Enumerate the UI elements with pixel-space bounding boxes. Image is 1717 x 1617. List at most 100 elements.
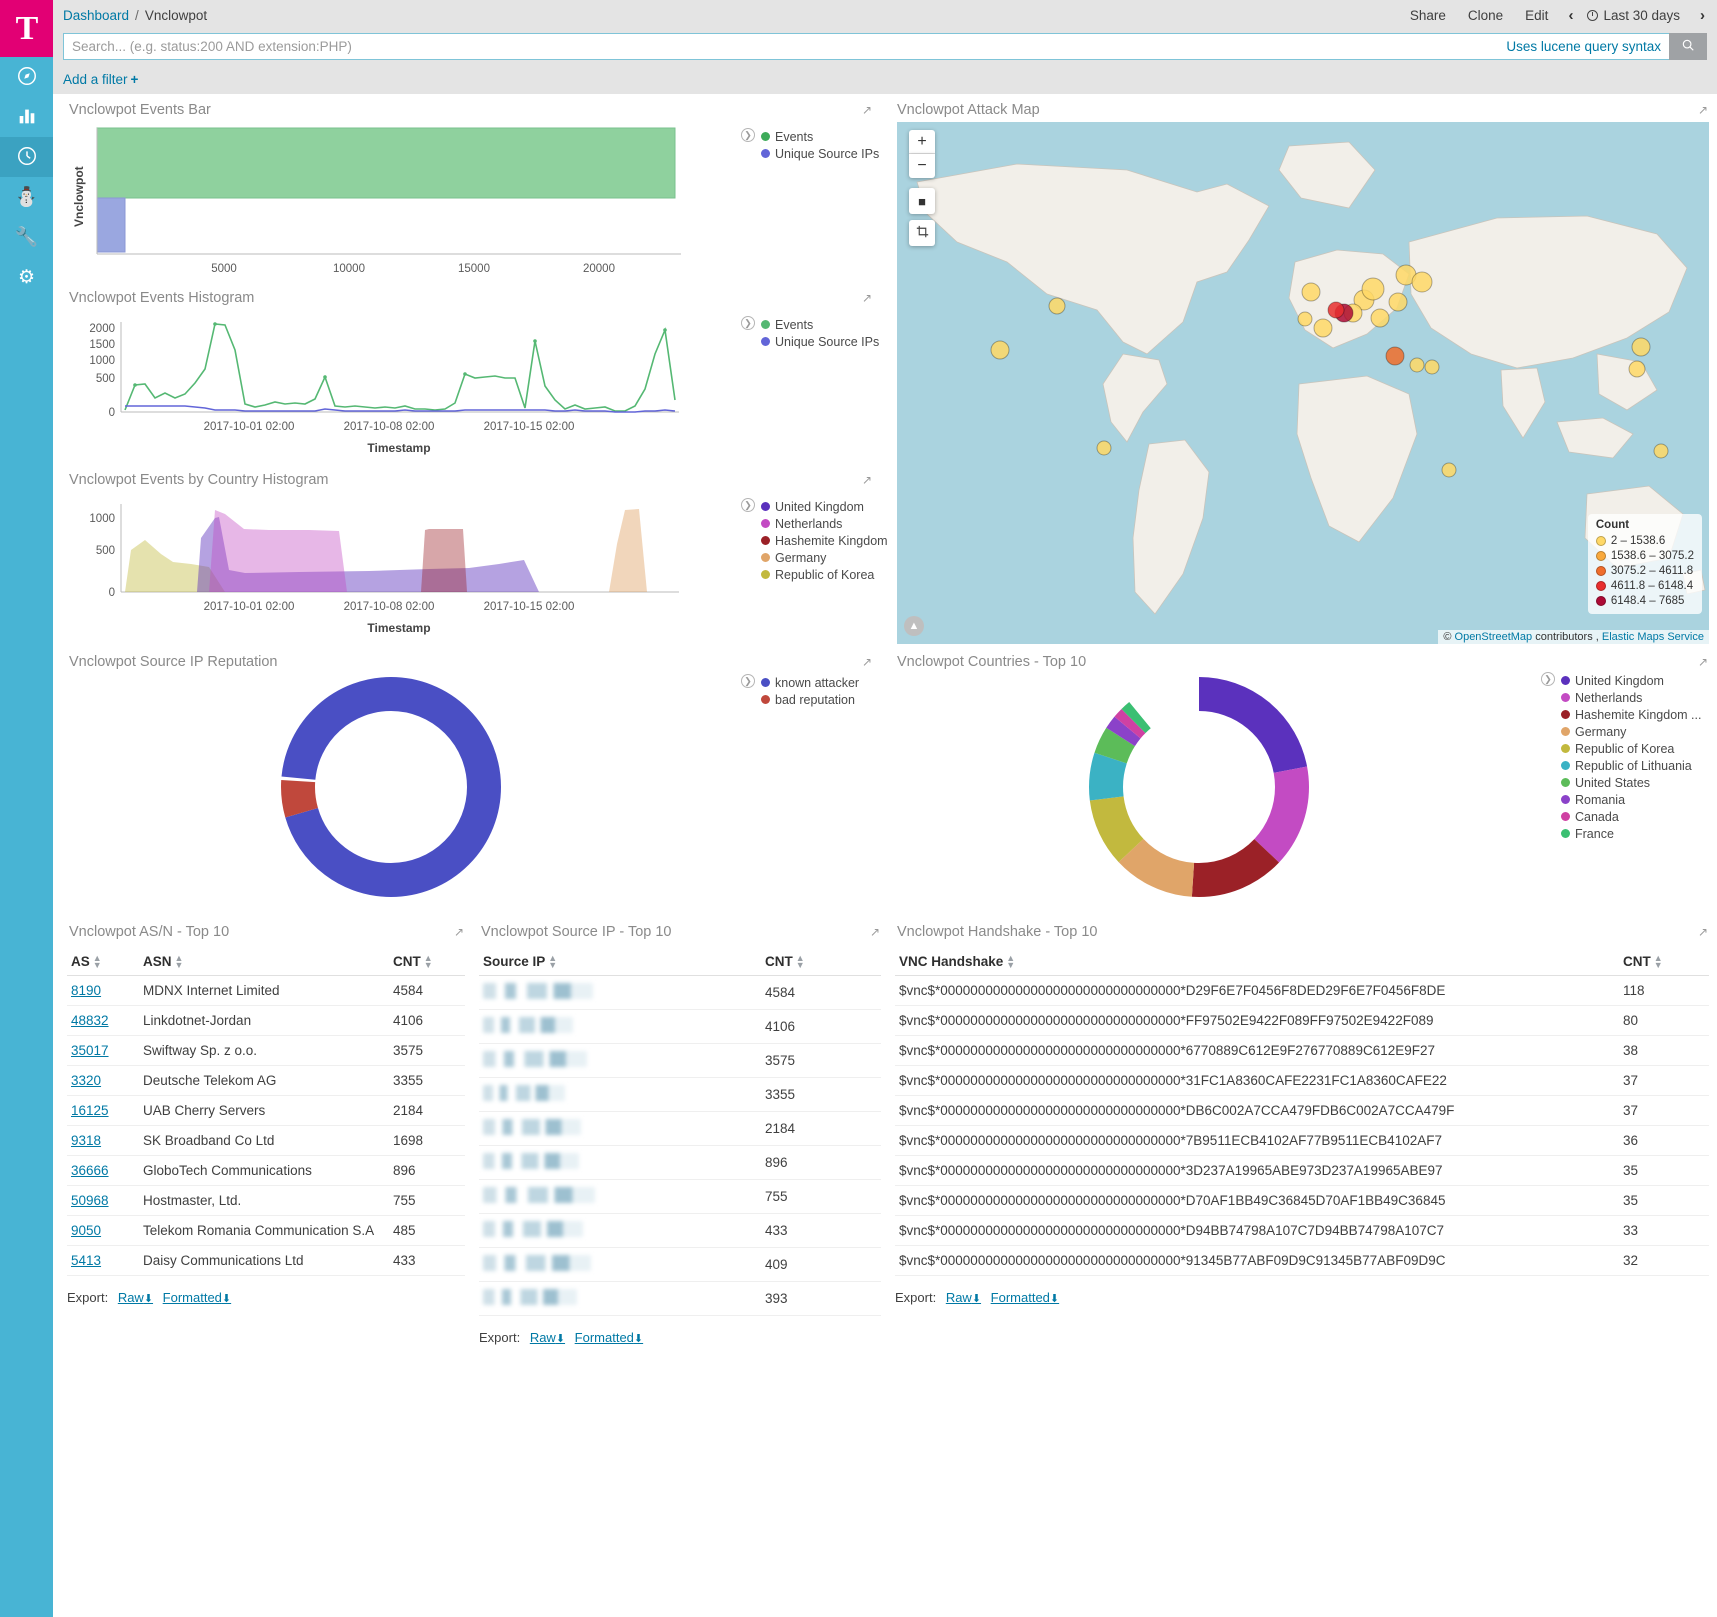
expand-icon[interactable]: ↗ <box>1698 925 1709 939</box>
as-link[interactable]: 5413 <box>71 1253 102 1269</box>
as-link[interactable]: 36666 <box>71 1163 109 1179</box>
export-formatted-link[interactable]: Formatted⬇ <box>575 1330 643 1345</box>
legend-label[interactable]: Republic of Lithuania <box>1575 758 1692 773</box>
add-filter-button[interactable]: Add a filter + <box>63 72 138 87</box>
crop-icon <box>916 225 929 241</box>
legend-label[interactable]: bad reputation <box>775 692 855 707</box>
expand-icon[interactable]: ↗ <box>1698 655 1709 669</box>
edit-button[interactable]: Edit <box>1525 7 1549 23</box>
export-raw-link[interactable]: Raw⬇ <box>946 1290 981 1305</box>
clone-button[interactable]: Clone <box>1467 7 1504 23</box>
export-raw-link[interactable]: Raw⬇ <box>118 1290 153 1305</box>
legend-collapse-icon[interactable]: ❯ <box>741 128 755 142</box>
legend-collapse-icon[interactable]: ❯ <box>741 674 755 688</box>
sidebar-item-dashboard[interactable] <box>0 137 53 177</box>
col-cnt[interactable]: CNT ▲ ▼ <box>1619 948 1709 977</box>
legend-color-dot <box>761 536 770 545</box>
openstreetmap-link[interactable]: OpenStreetMap <box>1454 631 1533 643</box>
slice-known-attacker <box>281 677 501 897</box>
export-formatted-link[interactable]: Formatted⬇ <box>991 1290 1059 1305</box>
share-button[interactable]: Share <box>1409 7 1446 23</box>
expand-icon[interactable]: ↗ <box>862 473 873 487</box>
redacted-ip <box>483 1119 581 1136</box>
legend-label[interactable]: Germany <box>1575 724 1627 739</box>
map-zoom-in-button[interactable]: + <box>909 130 935 154</box>
as-link[interactable]: 9050 <box>71 1223 102 1239</box>
expand-icon[interactable]: ↗ <box>870 925 881 939</box>
legend-label[interactable]: United Kingdom <box>1575 673 1664 688</box>
time-range-picker[interactable]: Last 30 days <box>1587 8 1680 23</box>
legend-label[interactable]: Unique Source IPs <box>775 334 880 349</box>
legend-label[interactable]: United Kingdom <box>775 499 864 514</box>
export-raw-link[interactable]: Raw⬇ <box>530 1330 565 1345</box>
expand-icon[interactable]: ↗ <box>862 655 873 669</box>
map-zoom-out-button[interactable]: − <box>909 154 935 178</box>
legend-label[interactable]: Germany <box>775 550 827 565</box>
cell-cnt: 80 <box>1619 1005 1709 1037</box>
search-button[interactable] <box>1669 33 1707 60</box>
country-x-ticks: 2017-10-01 02:00 2017-10-08 02:00 2017-1… <box>204 601 575 613</box>
legend-label[interactable]: known attacker <box>775 675 860 690</box>
legend-label[interactable]: United States <box>1575 775 1651 790</box>
expand-icon[interactable]: ↗ <box>862 291 873 305</box>
as-link[interactable]: 8190 <box>71 983 102 999</box>
export-formatted-link[interactable]: Formatted⬇ <box>163 1290 231 1305</box>
sidebar-item-timelion[interactable]: ⛄ <box>0 177 53 217</box>
plus-icon: + <box>130 72 139 87</box>
table-row: 3355 <box>479 1077 881 1113</box>
col-vnc-handshake[interactable]: VNC Handshake ▲ ▼ <box>895 948 1619 977</box>
legend-label[interactable]: Netherlands <box>775 516 843 531</box>
map-home-button[interactable]: ▲ <box>904 616 924 636</box>
legend-label[interactable]: Hashemite Kingdom ... <box>1575 707 1702 722</box>
expand-icon[interactable]: ↗ <box>1698 103 1709 117</box>
sidebar-item-visualize[interactable] <box>0 97 53 137</box>
expand-icon[interactable]: ↗ <box>454 925 465 939</box>
sort-icon[interactable]: ▲ ▼ <box>795 953 805 971</box>
legend-label[interactable]: Events <box>775 129 814 144</box>
sort-icon[interactable]: ▲ ▼ <box>92 953 102 971</box>
col-source-ip[interactable]: Source IP ▲ ▼ <box>479 948 761 977</box>
col-cnt[interactable]: CNT ▲ ▼ <box>761 948 881 977</box>
as-link[interactable]: 16125 <box>71 1103 109 1119</box>
col-asn[interactable]: ASN ▲ ▼ <box>139 948 389 977</box>
map-fit-bounds-button[interactable]: ■ <box>909 188 935 214</box>
as-link[interactable]: 50968 <box>71 1193 109 1209</box>
sort-icon[interactable]: ▲ ▼ <box>423 953 433 971</box>
elastic-maps-service-link[interactable]: Elastic Maps Service <box>1601 631 1704 643</box>
legend-label[interactable]: Events <box>775 317 814 332</box>
legend-label[interactable]: Romania <box>1575 792 1626 807</box>
legend-collapse-icon[interactable]: ❯ <box>741 316 755 330</box>
as-link[interactable]: 48832 <box>71 1013 109 1029</box>
legend-label[interactable]: Canada <box>1575 809 1619 824</box>
legend-label[interactable]: Hashemite Kingdom ... <box>775 533 902 548</box>
map-draw-rectangle-button[interactable] <box>909 220 935 246</box>
search-input[interactable]: Search... (e.g. status:200 AND extension… <box>63 33 1669 60</box>
legend-label[interactable]: Unique Source IPs <box>775 146 880 161</box>
legend-collapse-icon[interactable]: ❯ <box>741 498 755 512</box>
col-as[interactable]: AS ▲ ▼ <box>67 948 139 977</box>
legend-label[interactable]: Republic of Korea <box>775 567 875 582</box>
sort-icon[interactable]: ▲ ▼ <box>1006 953 1016 971</box>
legend-collapse-icon[interactable]: ❯ <box>1541 672 1555 686</box>
attack-map[interactable]: + − ■ Count 2 – 1538.6 1538.6 – 3075.2 3… <box>897 122 1709 644</box>
breadcrumb-dashboard-link[interactable]: Dashboard <box>63 7 130 23</box>
legend-label[interactable]: Republic of Korea <box>1575 741 1675 756</box>
sort-icon[interactable]: ▲ ▼ <box>1653 953 1663 971</box>
lucene-syntax-link[interactable]: Uses lucene query syntax <box>1506 39 1661 54</box>
expand-icon[interactable]: ↗ <box>862 103 873 117</box>
col-cnt[interactable]: CNT ▲ ▼ <box>389 948 465 977</box>
as-link[interactable]: 35017 <box>71 1043 109 1059</box>
sort-icon[interactable]: ▲ ▼ <box>174 953 184 971</box>
time-prev-icon[interactable]: ‹ <box>1568 6 1574 24</box>
sort-icon[interactable]: ▲ ▼ <box>548 953 558 971</box>
as-link[interactable]: 3320 <box>71 1073 102 1089</box>
country-x-title: Timestamp <box>367 621 430 635</box>
sidebar-item-dev-tools[interactable]: 🔧 <box>0 217 53 257</box>
sidebar-item-discover[interactable] <box>0 57 53 97</box>
legend-label[interactable]: France <box>1575 826 1614 841</box>
as-link[interactable]: 9318 <box>71 1133 102 1149</box>
sidebar-item-management[interactable]: ⚙ <box>0 257 53 297</box>
legend-label[interactable]: Netherlands <box>1575 690 1643 705</box>
time-next-icon[interactable]: › <box>1700 6 1705 24</box>
legend-color-dot <box>761 695 770 704</box>
